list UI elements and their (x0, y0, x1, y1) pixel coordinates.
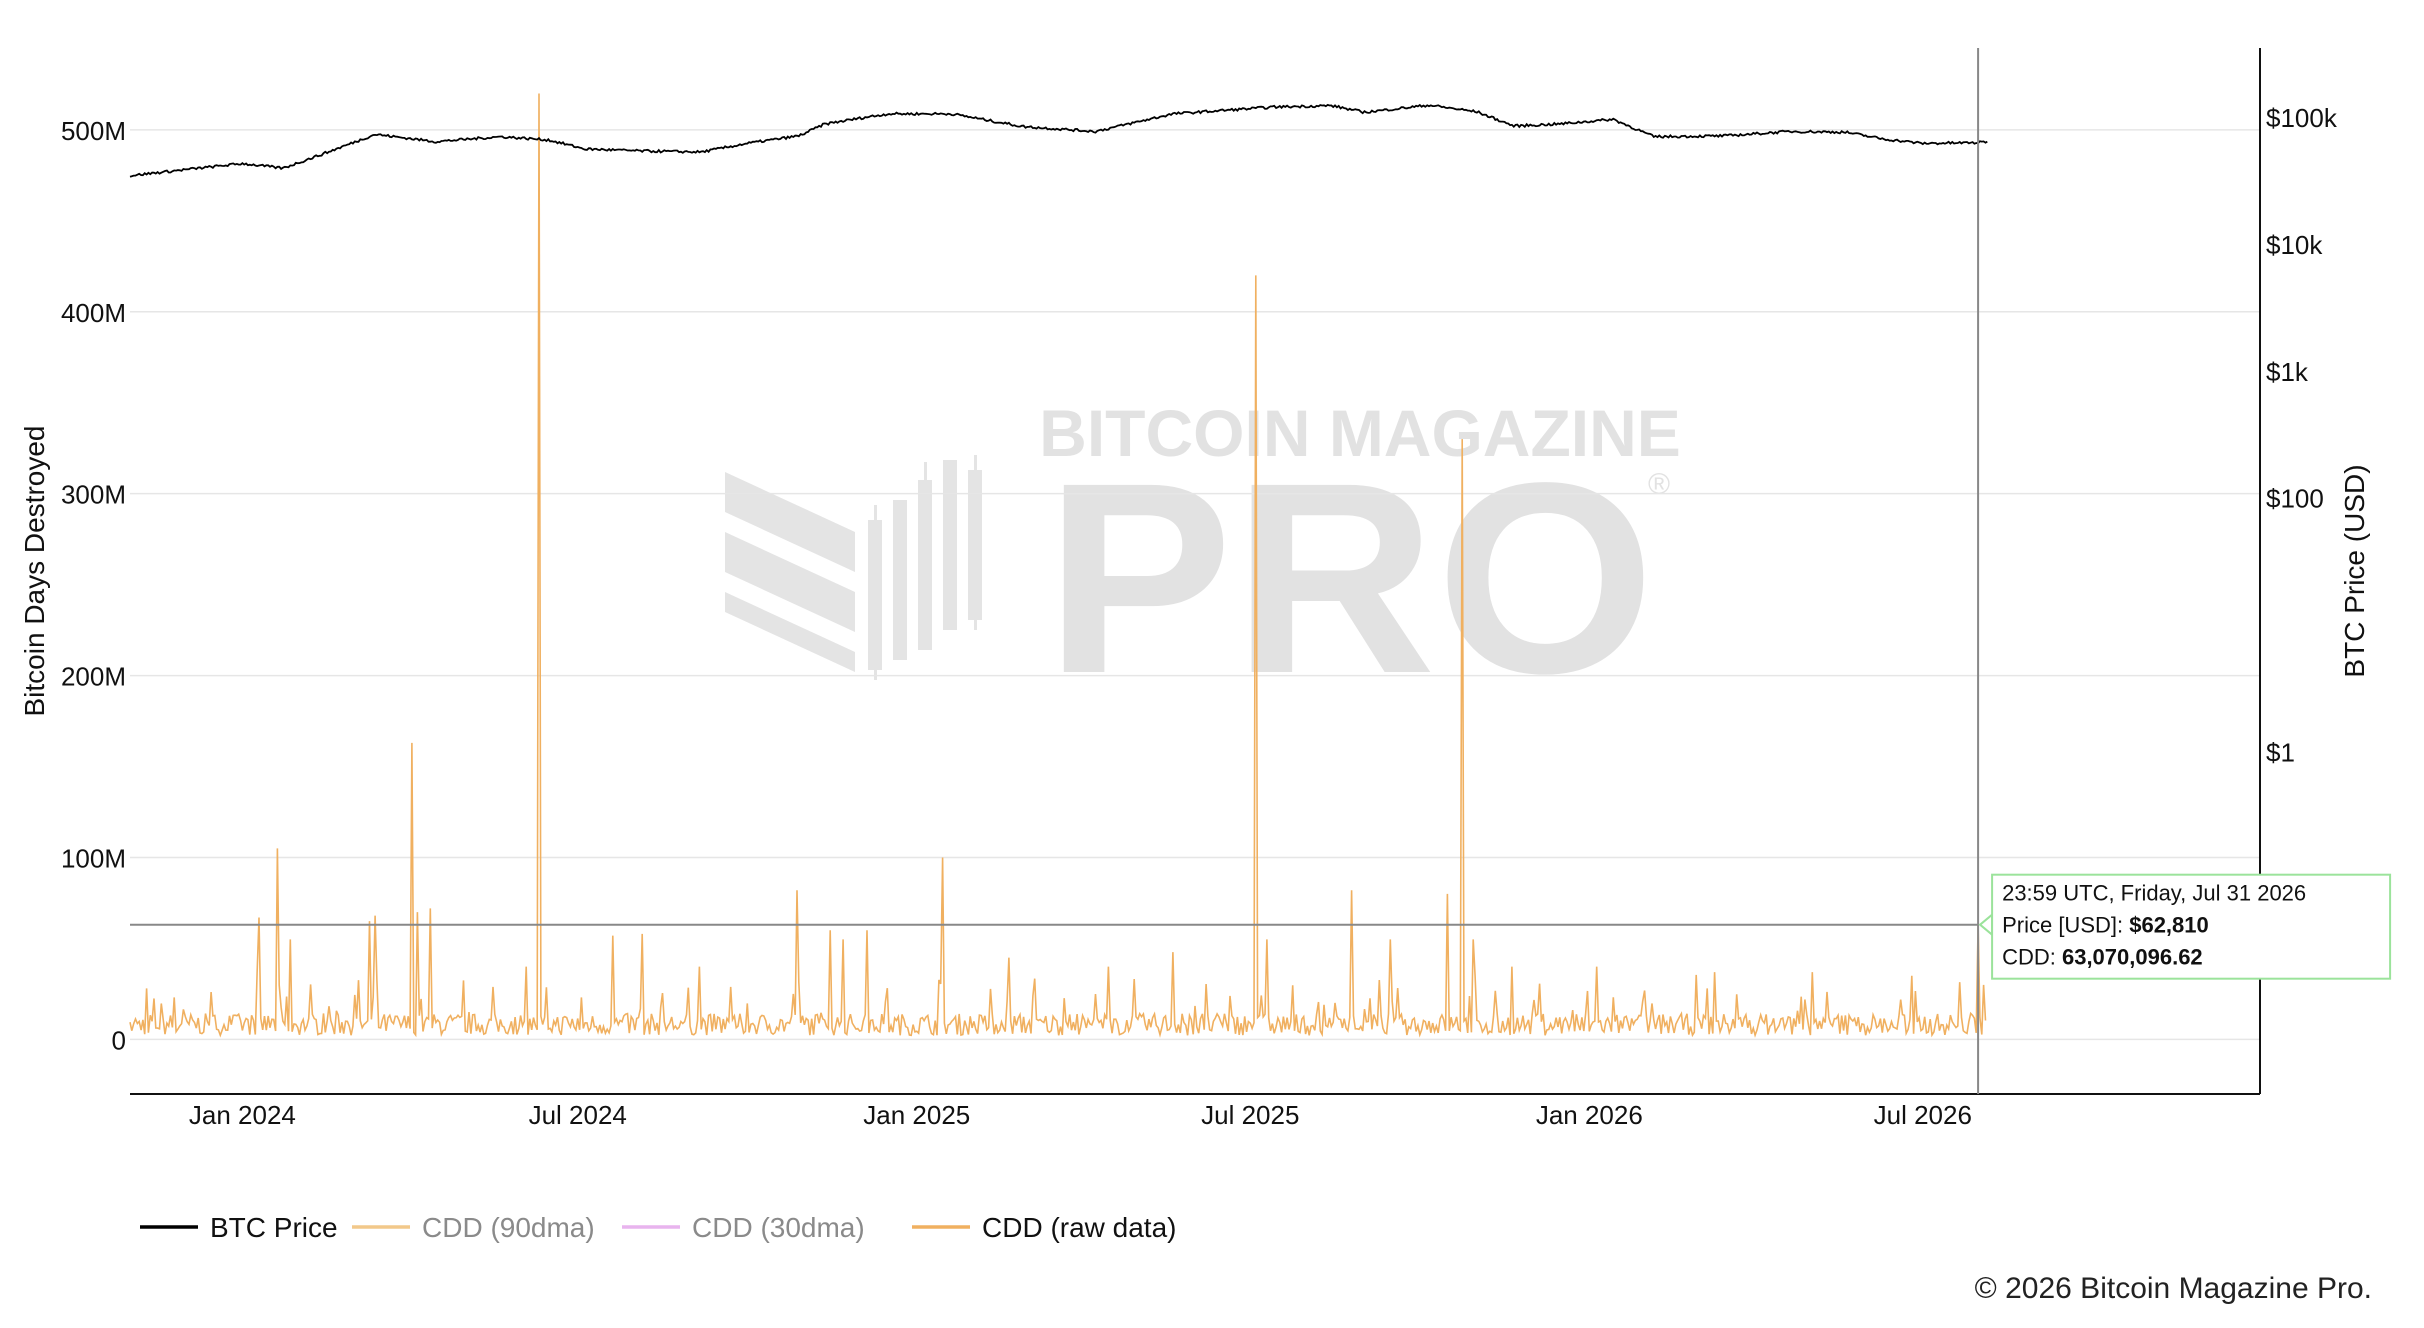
tooltip-price: Price [USD]: $62,810 (2002, 913, 2209, 938)
legend-item[interactable]: CDD (30dma) (622, 1212, 865, 1243)
x-tick-label: Jul 2026 (1874, 1100, 1972, 1130)
x-tick-label: Jan 2024 (189, 1100, 296, 1130)
y-right-tick-label: $1 (2266, 738, 2295, 768)
copyright-footer: © 2026 Bitcoin Magazine Pro. (1974, 1272, 2372, 1305)
series-cdd-raw (129, 93, 1987, 1038)
legend-label: BTC Price (210, 1212, 338, 1243)
watermark-line2: PRO (1045, 426, 1655, 730)
grid-lines (130, 129, 2260, 1041)
y-right-tick-label: $1k (2266, 357, 2309, 387)
y-right-tick-label: $10k (2266, 230, 2323, 260)
hover-layer: 23:59 UTC, Friday, Jul 31 2026 Price [USD… (130, 48, 2392, 1094)
legend-label: CDD (raw data) (982, 1212, 1176, 1243)
series-layer (129, 93, 1988, 1038)
y-left-tick-label: 200M (61, 662, 126, 692)
legend-item[interactable]: CDD (90dma) (352, 1212, 595, 1243)
axes: 0 100M 200M 300M 400M 500M $1 $100 $1k $10k $100k J… (19, 48, 2370, 1130)
legend-label: CDD (30dma) (692, 1212, 865, 1243)
x-tick-label: Jul 2024 (529, 1100, 627, 1130)
tooltip-time: 23:59 UTC, Friday, Jul 31 2026 (2002, 881, 2306, 906)
watermark-logo-icon (725, 455, 982, 680)
watermark: BITCOIN MAGAZINE PRO ® (725, 396, 1681, 730)
tooltip-cdd: CDD: 63,070,096.62 (2002, 945, 2203, 970)
y-left-tick-label: 500M (61, 116, 126, 146)
legend-item[interactable]: CDD (raw data) (912, 1212, 1176, 1243)
x-tick-label: Jan 2026 (1536, 1100, 1643, 1130)
y-left-tick-label: 100M (61, 844, 126, 874)
x-tick-label: Jul 2025 (1201, 1100, 1299, 1130)
y-right-axis-title: BTC Price (USD) (2339, 464, 2370, 677)
y-left-tick-label: 300M (61, 480, 126, 510)
y-right-tick-label: $100k (2266, 103, 2338, 133)
y-left-tick-label: 400M (61, 298, 126, 328)
legend-label: CDD (90dma) (422, 1212, 595, 1243)
watermark-line1: BITCOIN MAGAZINE (1039, 396, 1681, 470)
series-btc-price (129, 103, 1988, 178)
hover-tooltip: 23:59 UTC, Friday, Jul 31 2026 Price [USD… (1978, 873, 2392, 980)
y-left-axis-title: Bitcoin Days Destroyed (19, 425, 50, 716)
y-right-tick-label: $100 (2266, 484, 2324, 514)
legend-item[interactable]: BTC Price (140, 1212, 338, 1243)
watermark-mark: ® (1648, 468, 1670, 501)
y-left-tick-label: 0 (112, 1025, 126, 1055)
legend: BTC Price CDD (90dma) CDD (30dma) CDD (raw … (140, 1212, 1176, 1243)
x-tick-label: Jan 2025 (863, 1100, 970, 1130)
